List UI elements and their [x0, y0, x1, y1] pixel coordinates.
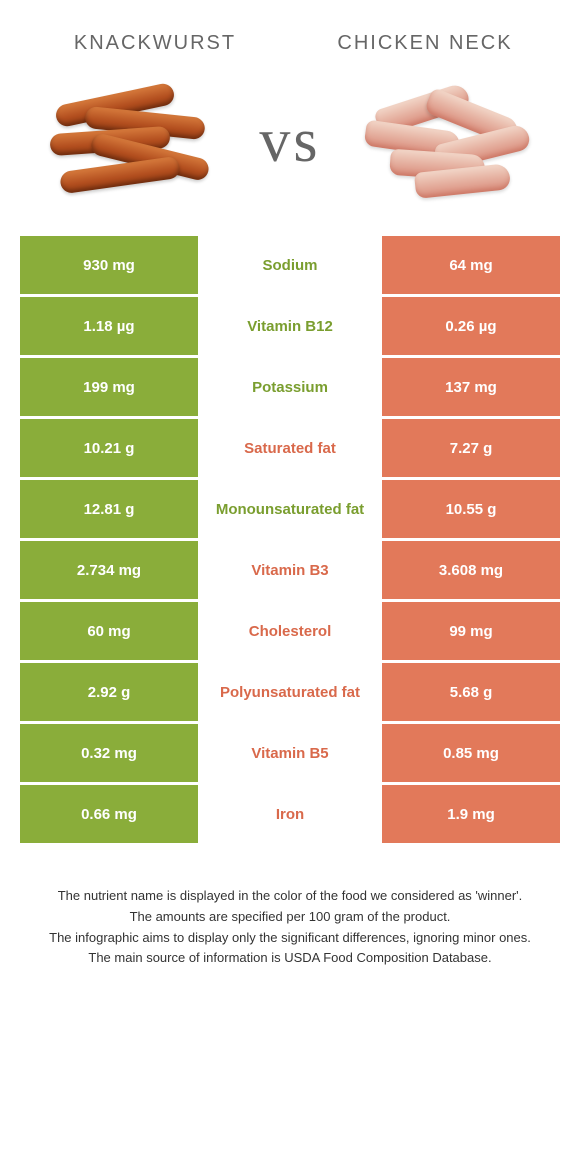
nutrient-label: Cholesterol [198, 602, 382, 660]
left-food-title: Knackwurst [34, 30, 277, 56]
nutrient-label: Potassium [198, 358, 382, 416]
header: Knackwurst Chicken neck [0, 20, 580, 76]
nutrient-row: 10.21 gSaturated fat7.27 g [20, 419, 560, 477]
nutrient-row: 2.734 mgVitamin B33.608 mg [20, 541, 560, 599]
nutrient-label: Vitamin B5 [198, 724, 382, 782]
right-value: 64 mg [382, 236, 560, 294]
right-value: 0.26 µg [382, 297, 560, 355]
nutrient-row: 60 mgCholesterol99 mg [20, 602, 560, 660]
footnote-line: The main source of information is USDA F… [30, 948, 550, 969]
right-value: 1.9 mg [382, 785, 560, 843]
nutrient-row: 12.81 gMonounsaturated fat10.55 g [20, 480, 560, 538]
right-value: 99 mg [382, 602, 560, 660]
images-row: vs [0, 76, 580, 236]
left-value: 10.21 g [20, 419, 198, 477]
nutrient-label: Polyunsaturated fat [198, 663, 382, 721]
nutrient-row: 0.66 mgIron1.9 mg [20, 785, 560, 843]
right-value: 5.68 g [382, 663, 560, 721]
left-value: 2.734 mg [20, 541, 198, 599]
right-value: 7.27 g [382, 419, 560, 477]
vs-label: vs [259, 106, 320, 177]
left-value: 2.92 g [20, 663, 198, 721]
left-value: 930 mg [20, 236, 198, 294]
right-value: 3.608 mg [382, 541, 560, 599]
footnote-line: The nutrient name is displayed in the co… [30, 886, 550, 907]
left-food-image [30, 76, 240, 206]
nutrient-row: 0.32 mgVitamin B50.85 mg [20, 724, 560, 782]
footnote-line: The infographic aims to display only the… [30, 928, 550, 949]
footnote-line: The amounts are specified per 100 gram o… [30, 907, 550, 928]
right-value: 137 mg [382, 358, 560, 416]
nutrient-row: 199 mgPotassium137 mg [20, 358, 560, 416]
nutrient-label: Sodium [198, 236, 382, 294]
nutrient-label: Vitamin B3 [198, 541, 382, 599]
left-value: 199 mg [20, 358, 198, 416]
right-food-image [340, 76, 550, 206]
nutrient-row: 930 mgSodium64 mg [20, 236, 560, 294]
nutrient-label: Iron [198, 785, 382, 843]
footnotes: The nutrient name is displayed in the co… [0, 846, 580, 979]
left-value: 12.81 g [20, 480, 198, 538]
right-value: 0.85 mg [382, 724, 560, 782]
nutrient-table: 930 mgSodium64 mg1.18 µgVitamin B120.26 … [20, 236, 560, 843]
nutrient-label: Saturated fat [198, 419, 382, 477]
right-value: 10.55 g [382, 480, 560, 538]
left-value: 0.32 mg [20, 724, 198, 782]
left-value: 0.66 mg [20, 785, 198, 843]
nutrient-label: Vitamin B12 [198, 297, 382, 355]
left-value: 60 mg [20, 602, 198, 660]
nutrient-row: 1.18 µgVitamin B120.26 µg [20, 297, 560, 355]
right-food-title: Chicken neck [304, 30, 547, 56]
nutrient-row: 2.92 gPolyunsaturated fat5.68 g [20, 663, 560, 721]
left-value: 1.18 µg [20, 297, 198, 355]
nutrient-label: Monounsaturated fat [198, 480, 382, 538]
